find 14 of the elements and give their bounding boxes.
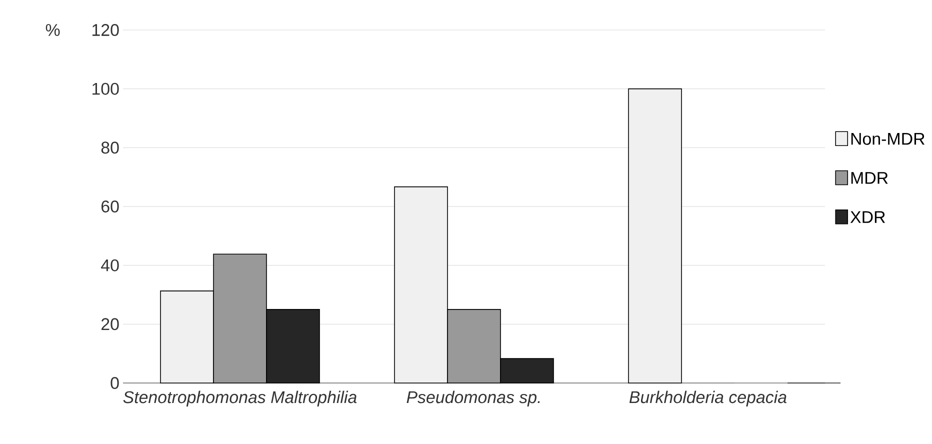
legend-label: Non-MDR (851, 133, 924, 145)
y-tick-label: 100 (92, 82, 119, 95)
x-tick-label: Pseudomonas sp. (406, 390, 540, 407)
x-tick-label: Burkholderia cepacia (629, 390, 786, 407)
y-tick-label: 120 (92, 24, 119, 36)
x-tick-label: Stenotrophomonas Maltrophilia (123, 390, 357, 407)
legend-label: MDR (851, 172, 888, 184)
legend-label: XDR (850, 211, 885, 223)
y-tick-label: 80 (101, 142, 119, 154)
y-tick-label: 20 (102, 318, 119, 330)
y-tick-label: 40 (101, 259, 119, 272)
y-axis-title: % (46, 24, 60, 36)
y-tick-label: 0 (110, 377, 119, 389)
y-tick-label: 60 (102, 200, 119, 212)
